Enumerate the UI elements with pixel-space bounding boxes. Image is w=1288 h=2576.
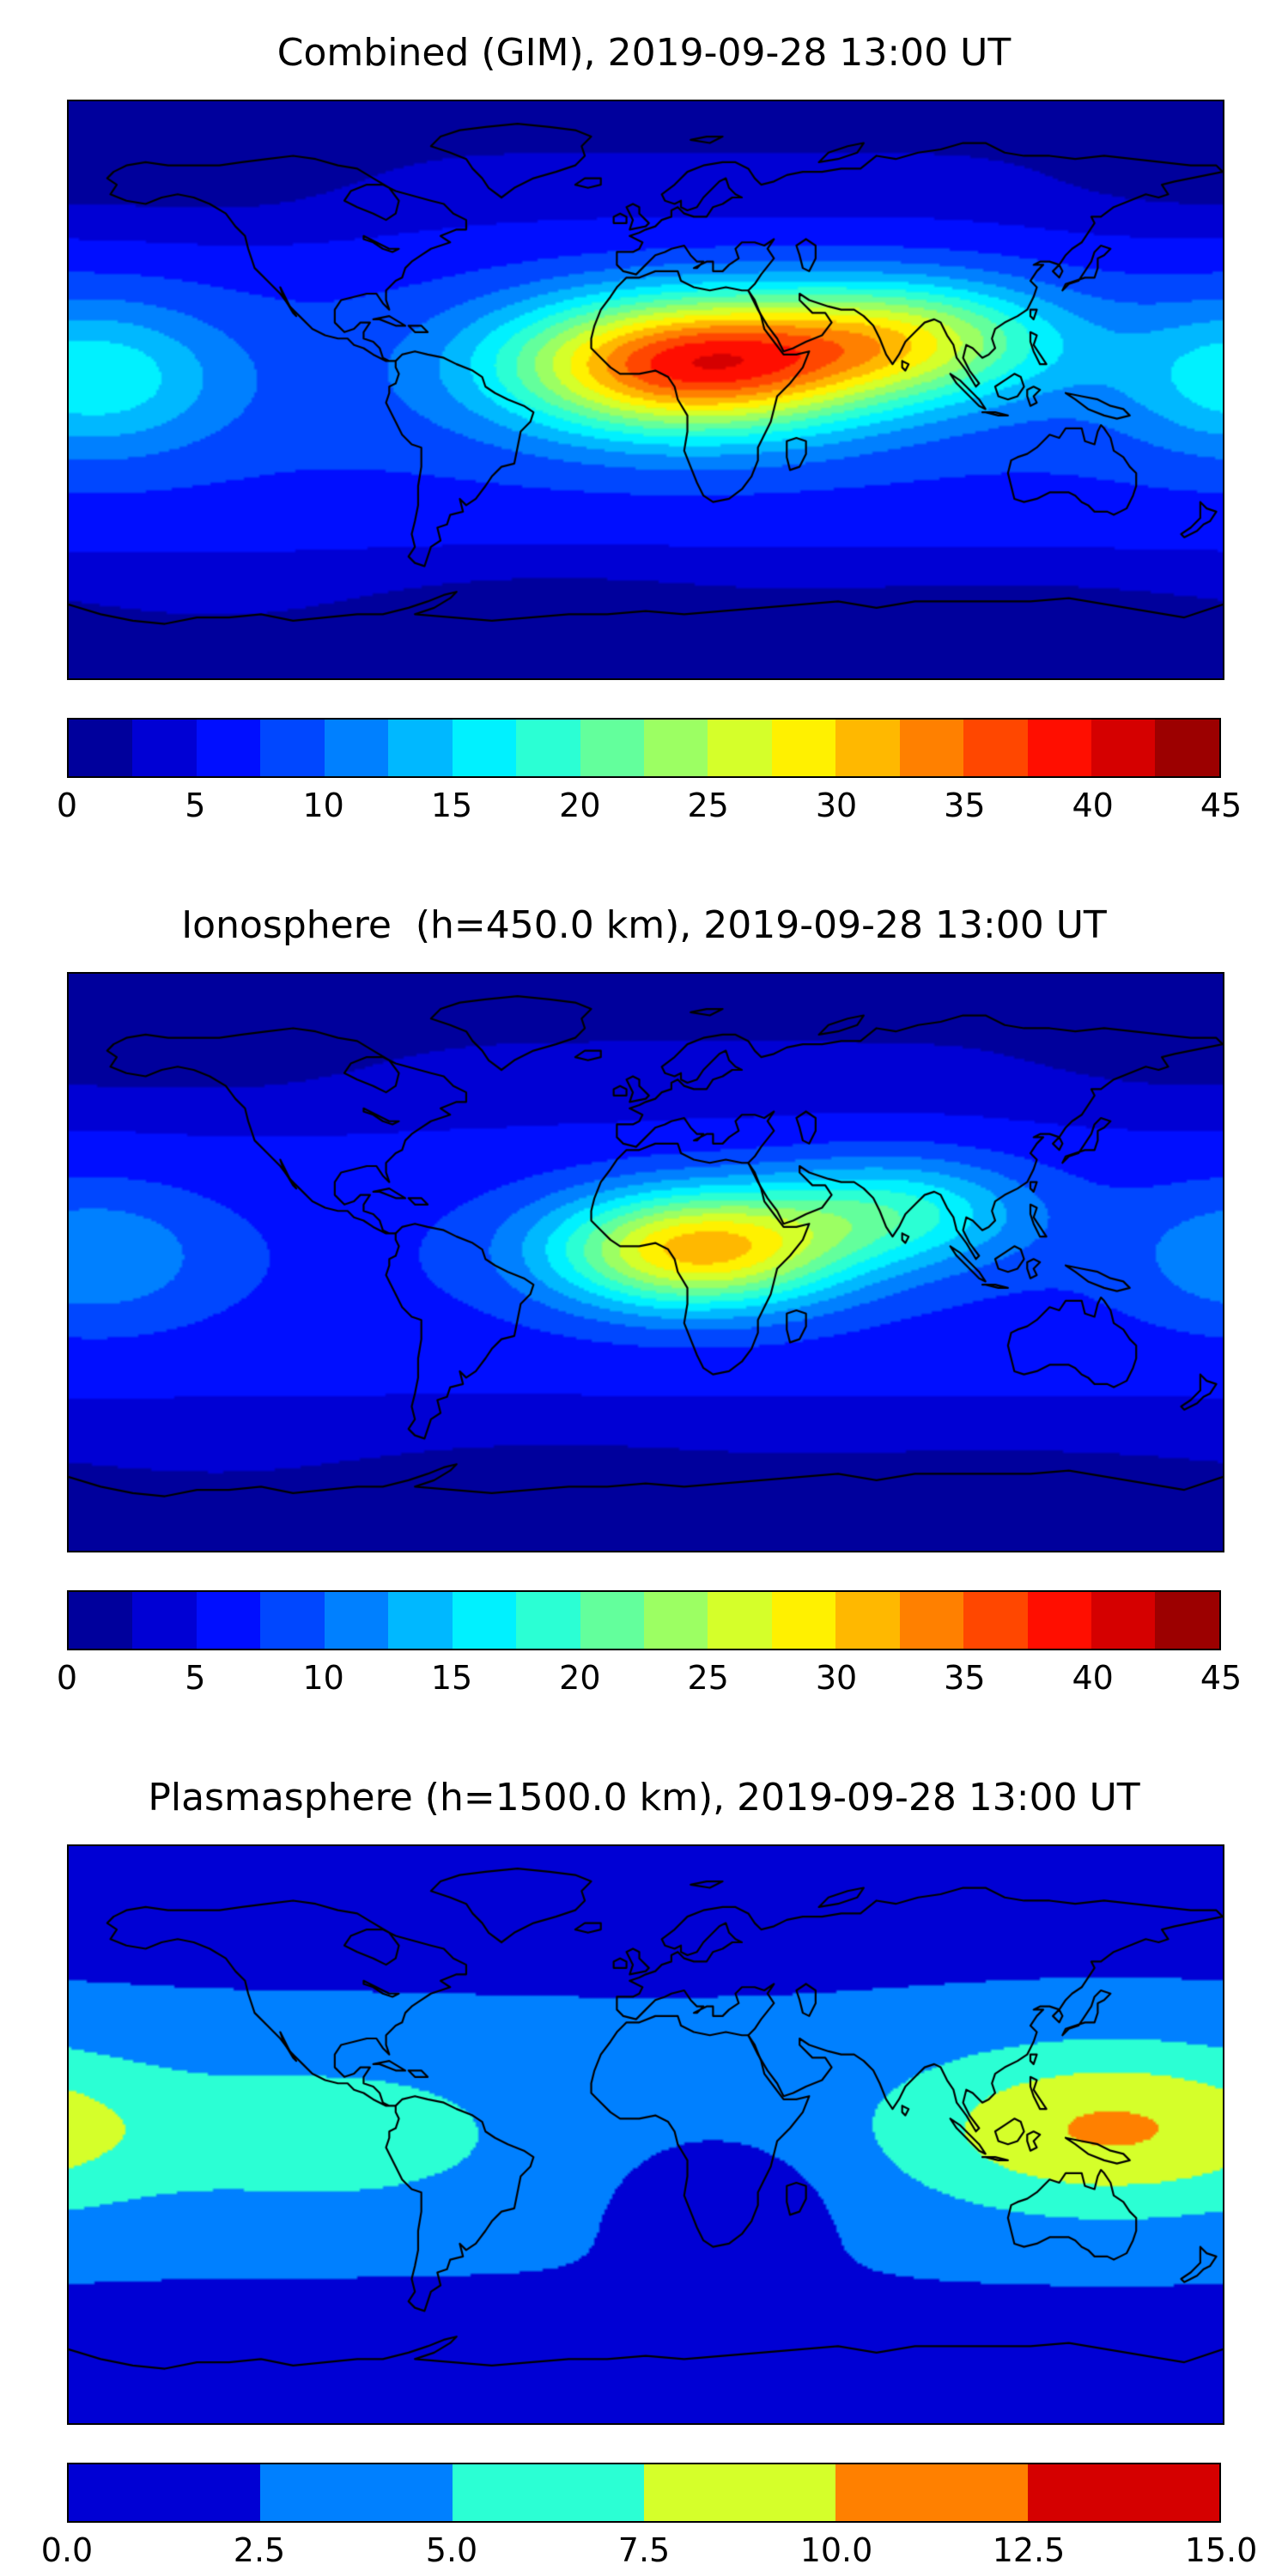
colorbar-segment: [771, 720, 836, 776]
colorbar-segment: [643, 2464, 836, 2521]
colorbar-segment: [963, 1592, 1028, 1649]
colorbar-segment: [835, 1592, 900, 1649]
colorbar-segment: [260, 720, 325, 776]
colorbar-tick-label: 25: [687, 1659, 729, 1697]
map-canvas-plasmasphere: [67, 1844, 1224, 2425]
colorbar-tick-label: 30: [815, 787, 858, 824]
colorbar-segment: [452, 720, 517, 776]
colorbar-segment: [388, 1592, 453, 1649]
colorbar-tick-label: 12.5: [992, 2531, 1066, 2569]
colorbar-segment: [324, 720, 389, 776]
colorbar-plasmasphere: [67, 2463, 1221, 2523]
colorbar-tick-label: 10: [302, 1659, 344, 1697]
colorbar-segment: [516, 720, 580, 776]
colorbar-tick-label: 5.0: [425, 2531, 478, 2569]
panel-combined: Combined (GIM), 2019-09-28 13:00 UT 0 5 10…: [57, 29, 1242, 828]
colorbar-segment: [69, 1592, 133, 1649]
colorbar-tick-label: 30: [815, 1659, 858, 1697]
colorbar-segment: [708, 720, 772, 776]
colorbar-tick-label: 7.5: [617, 2531, 671, 2569]
colorbar-tick-label: 15: [430, 787, 473, 824]
colorbar-tick-label: 0: [56, 1659, 78, 1697]
colorbar-tick-label: 15: [430, 1659, 473, 1697]
colorbar-segment: [643, 720, 708, 776]
colorbar-tick-label: 45: [1200, 787, 1242, 824]
colorbar-segment: [196, 1592, 261, 1649]
colorbar-ionosphere: [67, 1590, 1221, 1650]
colorbar-segment: [1155, 1592, 1219, 1649]
map-canvas-combined: [67, 100, 1224, 680]
colorbar-tick-label: 20: [559, 1659, 601, 1697]
colorbar-segment: [132, 720, 197, 776]
colorbar-segment: [388, 720, 453, 776]
panel-ionosphere: Ionosphere (h=450.0 km), 2019-09-28 13:0…: [57, 902, 1242, 1700]
colorbar-tick-label: 40: [1072, 1659, 1114, 1697]
colorbar-tick-label: 0.0: [40, 2531, 94, 2569]
colorbar-tick-label: 45: [1200, 1659, 1242, 1697]
colorbar-segment: [835, 2464, 1028, 2521]
colorbar-segment: [69, 2464, 261, 2521]
colorbar-segment: [708, 1592, 772, 1649]
colorbar-segment: [69, 720, 133, 776]
map-canvas-ionosphere: [67, 972, 1224, 1552]
colorbar-tick-label: 2.5: [233, 2531, 286, 2569]
colorbar-segment: [1027, 2464, 1219, 2521]
colorbar-tick-label: 35: [944, 1659, 986, 1697]
colorbar-ticks-combined: 0 5 10 15 20 25 30 35 40 45: [57, 785, 1242, 828]
colorbar-segment: [1027, 1592, 1091, 1649]
colorbar-tick-label: 5: [185, 787, 206, 824]
colorbar-segment: [963, 720, 1028, 776]
panel-title-combined: Combined (GIM), 2019-09-28 13:00 UT: [276, 31, 1012, 75]
colorbar-ticks-plasmasphere: 0.0 2.5 5.0 7.5 10.0 12.5 15.0: [41, 2530, 1258, 2573]
colorbar-tick-label: 10: [302, 787, 344, 824]
colorbar-segment: [580, 720, 644, 776]
panel-plasmasphere: Plasmasphere (h=1500.0 km), 2019-09-28 1…: [41, 1774, 1258, 2573]
colorbar-segment: [324, 1592, 389, 1649]
colorbar-tick-label: 10.0: [799, 2531, 873, 2569]
colorbar-segment: [643, 1592, 708, 1649]
colorbar-segment: [1091, 720, 1156, 776]
colorbar-tick-label: 0: [56, 787, 78, 824]
colorbar-segment: [835, 720, 900, 776]
colorbar-segment: [1155, 720, 1219, 776]
colorbar-segment: [452, 2464, 644, 2521]
colorbar-segment: [452, 1592, 517, 1649]
colorbar-tick-label: 25: [687, 787, 729, 824]
panel-title-plasmasphere: Plasmasphere (h=1500.0 km), 2019-09-28 1…: [148, 1776, 1140, 1820]
colorbar-segment: [516, 1592, 580, 1649]
colorbar-segment: [899, 720, 964, 776]
colorbar-segment: [132, 1592, 197, 1649]
colorbar-tick-label: 15.0: [1184, 2531, 1258, 2569]
colorbar-segment: [580, 1592, 644, 1649]
colorbar-segment: [1091, 1592, 1156, 1649]
colorbar-tick-label: 35: [944, 787, 986, 824]
colorbar-tick-label: 5: [185, 1659, 206, 1697]
colorbar-segment: [260, 2464, 453, 2521]
colorbar-segment: [260, 1592, 325, 1649]
colorbar-ticks-ionosphere: 0 5 10 15 20 25 30 35 40 45: [57, 1657, 1242, 1700]
colorbar-segment: [771, 1592, 836, 1649]
colorbar-tick-label: 20: [559, 787, 601, 824]
colorbar-segment: [196, 720, 261, 776]
colorbar-tick-label: 40: [1072, 787, 1114, 824]
colorbar-combined: [67, 718, 1221, 778]
colorbar-segment: [1027, 720, 1091, 776]
panel-title-ionosphere: Ionosphere (h=450.0 km), 2019-09-28 13:0…: [181, 903, 1107, 947]
colorbar-segment: [899, 1592, 964, 1649]
